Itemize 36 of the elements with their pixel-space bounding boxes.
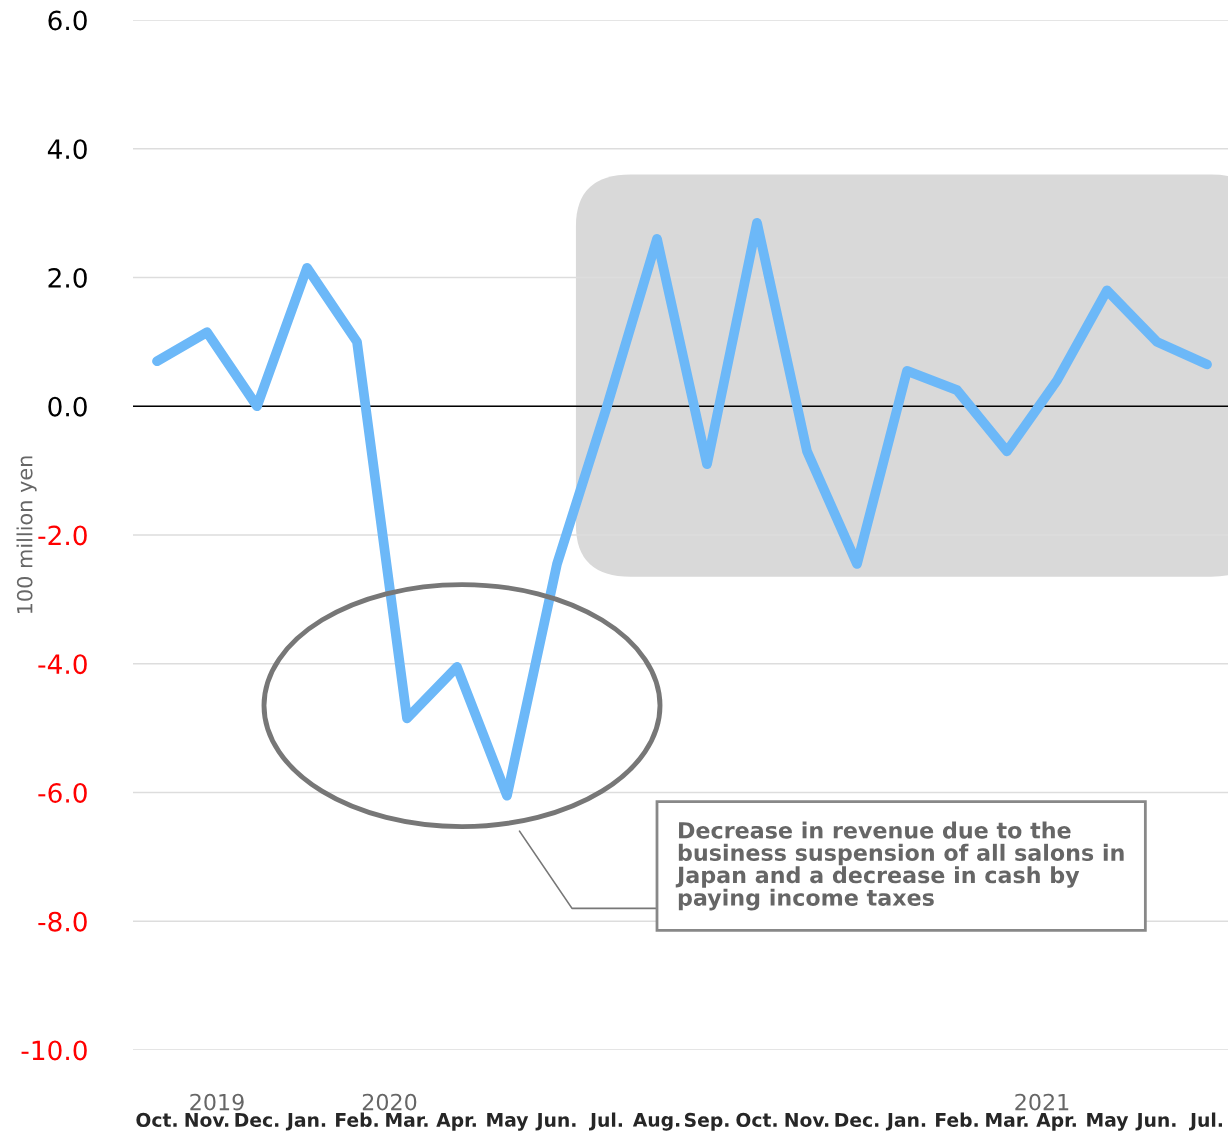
y-axis-title: 100 million yen <box>16 456 37 614</box>
text: 2019 <box>190 1093 244 1111</box>
x-tick-label: Jun. <box>535 1113 576 1131</box>
x-tick-label: Aug. <box>632 1112 680 1131</box>
y-tick-label: -2.0 <box>38 525 87 546</box>
annotation: Decrease in revenue due to the business suspension of all salons in Japan and a decrease in cash by paying income taxes <box>675 821 1124 911</box>
x-tick-label: Jun. <box>1135 1113 1176 1131</box>
x-tick-label: Apr. <box>436 1113 476 1131</box>
y-tick-label: 0.0 <box>48 396 87 417</box>
y-tick-label: 2.0 <box>48 267 87 288</box>
x-tick-label: Sep. <box>684 1112 729 1131</box>
x-tick-label: Apr. <box>1036 1113 1076 1131</box>
y-tick-label: 6.0 <box>48 10 87 31</box>
x-tick-label: Feb. <box>336 1112 378 1128</box>
y-tick-label: -6.0 <box>38 782 87 803</box>
y-tick-label: -10.0 <box>21 1040 87 1061</box>
x-tick-label: Oct. <box>736 1112 777 1128</box>
x-tick-label: Jan. <box>285 1113 326 1131</box>
x-tick-label: Jan. <box>885 1113 926 1131</box>
x-tick-label: Jul. <box>589 1112 623 1131</box>
y-tick-label: -8.0 <box>38 911 87 932</box>
x-tick-label: May <box>487 1112 529 1131</box>
x-tick-label: Mar. <box>386 1113 428 1128</box>
x-tick-label: Feb. <box>936 1112 978 1128</box>
text: 2021 <box>1015 1093 1069 1111</box>
x-tick-label: May <box>1087 1112 1129 1131</box>
x-tick-label: Jul. <box>1189 1112 1223 1131</box>
x-tick-label: Oct. <box>136 1112 177 1128</box>
x-tick-label: Dec. <box>835 1113 879 1128</box>
y-tick-label: 4.0 <box>47 139 87 160</box>
y-tick-label: -4.0 <box>38 654 87 675</box>
x-tick-label: Nov. <box>185 1113 229 1128</box>
x-tick-label: Dec. <box>235 1113 279 1128</box>
text: 2020 <box>362 1093 417 1111</box>
x-tick-label: Mar. <box>986 1113 1028 1128</box>
x-tick-label: Nov. <box>785 1113 829 1128</box>
